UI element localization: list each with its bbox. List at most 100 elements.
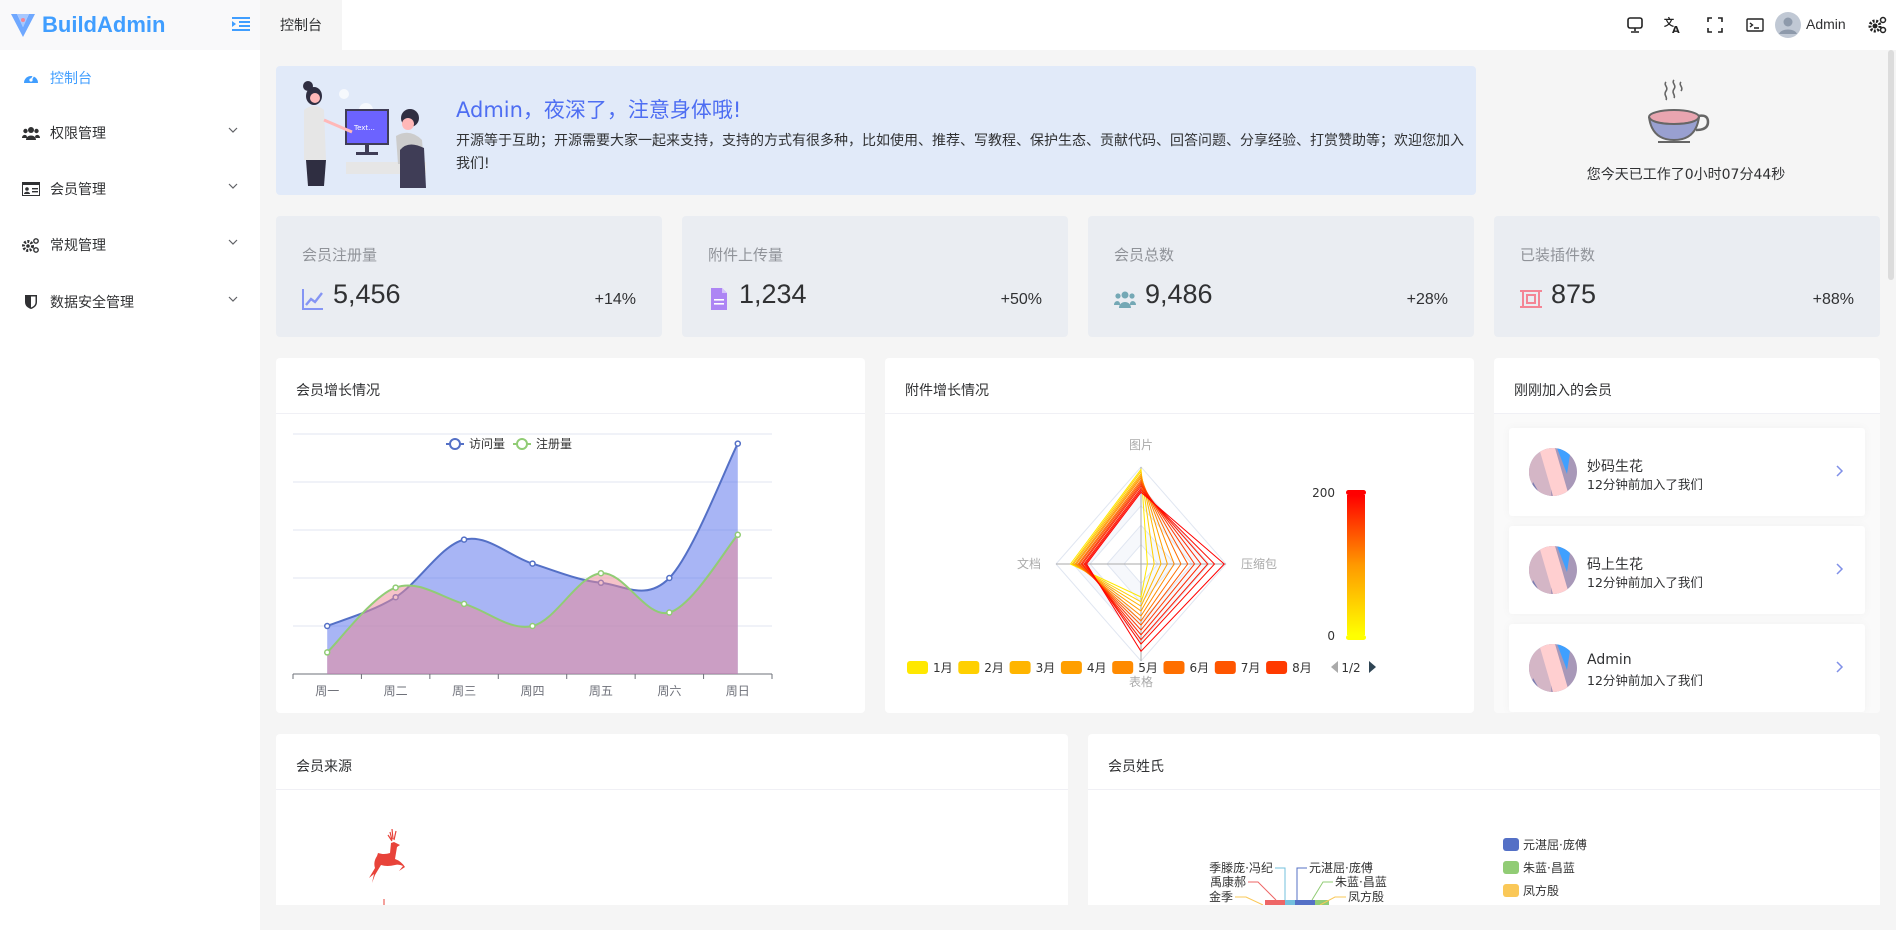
legend-label: 6月	[1190, 661, 1210, 675]
member-name: Admin	[1587, 652, 1632, 668]
legend-label: 凤方殷	[1523, 883, 1559, 898]
welcome-illustration: Text...	[303, 81, 426, 188]
deer-icon	[369, 829, 405, 905]
data-point[interactable]	[666, 609, 673, 616]
card-title: 会员增长情况	[276, 358, 865, 414]
legend-item[interactable]: 8月	[1266, 661, 1312, 675]
legend-marker-icon	[1060, 661, 1082, 674]
visual-map-handle[interactable]	[1346, 635, 1366, 640]
pie-label-line	[1235, 896, 1264, 905]
legend-prev-icon[interactable]	[1331, 661, 1338, 673]
legend-label: 5月	[1138, 661, 1158, 675]
legend-item[interactable]: 访问量	[446, 437, 505, 451]
member-growth-card: 会员增长情况 周一 周二 周三 周四 周五 周六 周日 访问量 注册量	[276, 358, 865, 713]
scrollbar[interactable]	[1888, 50, 1894, 280]
legend-item[interactable]: 5月	[1112, 661, 1158, 675]
legend-label: 访问量	[469, 437, 505, 451]
visual-map-min-label: 0	[1327, 629, 1335, 643]
legend-next-icon[interactable]	[1369, 661, 1376, 673]
fullscreen-icon[interactable]	[1705, 15, 1725, 35]
visual-map-bar[interactable]	[1347, 495, 1365, 635]
sidebar-item-0[interactable]: 控制台	[0, 58, 260, 98]
tab-dashboard[interactable]: 控制台	[260, 0, 342, 50]
menu-fold-icon[interactable]	[232, 16, 250, 32]
member-name: 码上生花	[1587, 557, 1643, 573]
pie-slice[interactable]	[1285, 900, 1295, 905]
avatar[interactable]	[1775, 12, 1801, 38]
legend-item[interactable]: 2月	[958, 661, 1004, 675]
radar-indicator-label: 表格	[1129, 674, 1153, 689]
plugin-icon	[1520, 288, 1542, 310]
sidebar-item-4[interactable]: 数据安全管理	[0, 282, 260, 322]
gears-icon	[22, 236, 40, 254]
chevron-right-icon[interactable]	[1835, 464, 1845, 478]
data-point[interactable]	[323, 622, 331, 630]
pie-slice[interactable]	[1265, 900, 1285, 905]
legend-label: 2月	[984, 661, 1004, 675]
data-point[interactable]	[734, 531, 742, 539]
legend-marker-icon	[449, 438, 461, 450]
legend-label: 元湛屈·庞傅	[1523, 837, 1587, 852]
monitor-icon[interactable]	[1625, 15, 1645, 35]
sidebar-item-2[interactable]: 会员管理	[0, 169, 260, 209]
app-name: BuildAdmin	[42, 12, 166, 37]
terminal-icon[interactable]	[1745, 15, 1765, 35]
stat-value: 9,486	[1145, 279, 1213, 309]
card-title: 附件增长情况	[885, 358, 1474, 414]
data-point[interactable]	[460, 536, 468, 543]
id-card-icon	[22, 180, 40, 198]
data-point[interactable]	[323, 649, 331, 656]
legend-marker-icon	[1503, 838, 1519, 851]
users-icon	[1114, 288, 1136, 310]
data-point[interactable]	[666, 574, 673, 582]
legend-item[interactable]: 7月	[1214, 661, 1261, 675]
chevron-right-icon[interactable]	[1835, 660, 1845, 674]
chevron-right-icon[interactable]	[1835, 562, 1845, 576]
data-point[interactable]	[529, 622, 536, 630]
user-name[interactable]: Admin	[1806, 16, 1846, 32]
legend-marker-icon	[1214, 661, 1236, 674]
stat-title: 附件上传量	[708, 246, 784, 264]
legend-item[interactable]: 朱蓝·昌蓝	[1503, 861, 1575, 875]
data-point[interactable]	[392, 584, 399, 591]
settings-icon[interactable]	[1867, 15, 1887, 35]
data-point[interactable]	[460, 600, 468, 608]
chevron-down-icon	[228, 296, 238, 302]
pie-label: 季滕庞·冯纪	[1209, 860, 1273, 875]
legend-item[interactable]: 6月	[1163, 661, 1210, 675]
sidebar-item-label: 数据安全管理	[50, 295, 134, 311]
pie-label-line	[1319, 896, 1346, 905]
member-list-item[interactable]: 妙码生花 12分钟前加入了我们	[1509, 428, 1865, 516]
welcome-title: Admin，夜深了，注意身体哦!	[456, 98, 742, 122]
radar-indicator-label: 压缩包	[1241, 556, 1277, 571]
card-title: 会员姓氏	[1088, 734, 1880, 790]
legend-item[interactable]: 4月	[1060, 661, 1107, 675]
legend-item[interactable]: 凤方殷	[1503, 883, 1559, 898]
logo: BuildAdmin	[0, 0, 260, 50]
pie-slice[interactable]	[1295, 900, 1315, 905]
pie-slice[interactable]	[1315, 900, 1329, 905]
legend-item[interactable]: 1月	[907, 661, 953, 675]
data-point[interactable]	[734, 440, 742, 447]
legend-item[interactable]: 3月	[1009, 661, 1056, 675]
x-tick-label: 周一	[315, 684, 339, 698]
data-point[interactable]	[597, 569, 605, 577]
member-list-item[interactable]: Admin 12分钟前加入了我们	[1509, 624, 1865, 712]
stat-value: 875	[1551, 279, 1597, 309]
file-icon	[708, 288, 730, 310]
radar-series	[1072, 472, 1162, 607]
member-avatar	[1529, 546, 1577, 594]
data-point[interactable]	[529, 560, 536, 567]
stat-change: +14%	[594, 291, 636, 308]
legend-item[interactable]: 元湛屈·庞傅	[1503, 837, 1587, 852]
legend-item[interactable]: 注册量	[513, 436, 572, 451]
visual-map-handle[interactable]	[1346, 490, 1366, 495]
stat-change: +28%	[1406, 291, 1448, 308]
sidebar-item-1[interactable]: 权限管理	[0, 113, 260, 153]
sidebar-item-3[interactable]: 常规管理	[0, 225, 260, 265]
stat-value: 1,234	[739, 279, 807, 309]
legend-label: 注册量	[536, 436, 572, 451]
svg-text:A: A	[1672, 25, 1680, 34]
member-list-item[interactable]: 码上生花 12分钟前加入了我们	[1509, 526, 1865, 614]
